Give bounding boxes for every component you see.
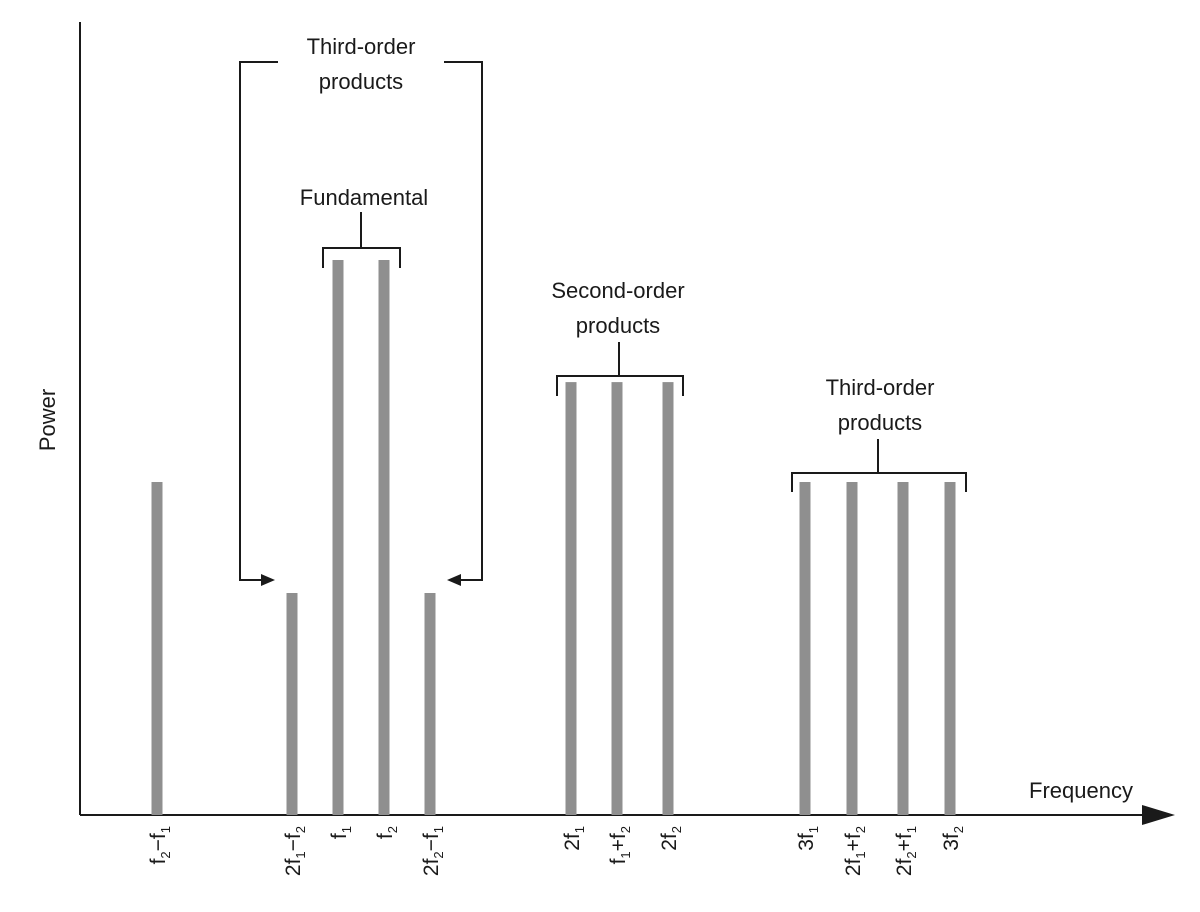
bar-f1: [332, 260, 344, 815]
bar-2f1-minus-f2: [286, 593, 298, 815]
bar-2f1-plus-f2: [846, 482, 858, 815]
bar-f1-plus-f2: [611, 382, 623, 815]
bar-2f2: [662, 382, 674, 815]
tick-label-2f2-minus-f1: 2f2−f1: [420, 826, 446, 876]
spectral-lines: [151, 260, 956, 815]
fundamental-bracket: Fundamental: [300, 185, 428, 268]
third-order-low-bracket: Third-order products: [239, 34, 483, 586]
tick-label-2f2-plus-f1: 2f2+f1: [893, 826, 919, 876]
bar-f2-minus-f1: [151, 482, 163, 815]
second-order-label-line1: Second-order: [551, 278, 684, 303]
bar-2f2-plus-f1: [897, 482, 909, 815]
right-arrowhead-icon: [447, 574, 461, 586]
fundamental-label: Fundamental: [300, 185, 428, 210]
tick-label-2f1-plus-f2: 2f1+f2: [842, 826, 868, 876]
x-axis-arrowhead: [1142, 805, 1175, 825]
x-axis-label: Frequency: [1029, 778, 1133, 803]
third-order-low-label-line1: Third-order: [307, 34, 416, 59]
bar-3f2: [944, 482, 956, 815]
bar-f2: [378, 260, 390, 815]
tick-label-3f1: 3f1: [795, 826, 821, 851]
third-order-high-bracket: Third-order products: [791, 375, 967, 492]
tick-label-2f1: 2f1: [561, 826, 587, 851]
bar-2f1: [565, 382, 577, 815]
third-order-high-label-line1: Third-order: [826, 375, 935, 400]
tick-label-2f2: 2f2: [658, 826, 684, 851]
tick-label-f2-minus-f1: f2−f1: [147, 826, 173, 864]
tick-label-f1-plus-f2: f1+f2: [607, 826, 633, 864]
tick-label-f2: f2: [374, 826, 400, 839]
tick-label-3f2: 3f2: [940, 826, 966, 851]
tick-label-f1: f1: [328, 826, 354, 839]
left-arrowhead-icon: [261, 574, 275, 586]
bar-2f2-minus-f1: [424, 593, 436, 815]
bar-3f1: [799, 482, 811, 815]
second-order-label-line2: products: [576, 313, 660, 338]
second-order-bracket: Second-order products: [551, 278, 685, 396]
frequency-tick-labels: f2−f1 2f1−f2 f1 f2 2f2−f1 2f1 f1+f2 2f2 3f1 2f1+f…: [147, 826, 966, 876]
third-order-high-label-line2: products: [838, 410, 922, 435]
tick-label-2f1-minus-f2: 2f1−f2: [282, 826, 308, 876]
third-order-low-label-line2: products: [319, 69, 403, 94]
y-axis-label: Power: [35, 389, 60, 451]
